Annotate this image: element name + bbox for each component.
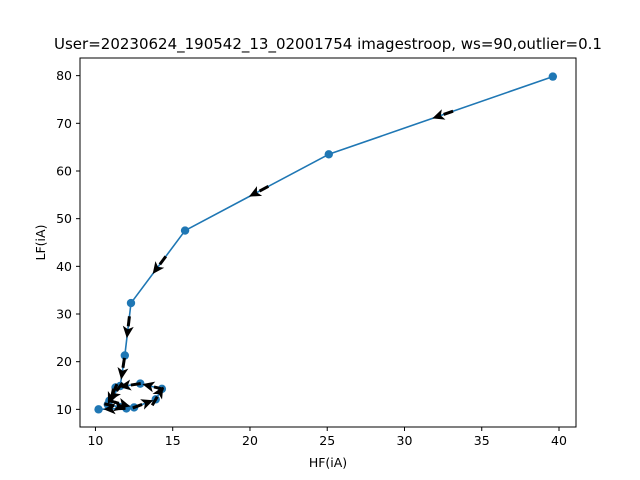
x-axis-label: HF(iA) bbox=[309, 455, 347, 470]
arrow-head bbox=[122, 325, 134, 339]
arrow-shaft bbox=[111, 383, 119, 394]
y-tick-label: 30 bbox=[56, 307, 72, 322]
y-tick-label: 40 bbox=[56, 259, 72, 274]
arrow-shaft bbox=[443, 109, 454, 116]
direction-arrows bbox=[103, 109, 454, 415]
data-point bbox=[126, 298, 136, 308]
x-tick-label: 30 bbox=[397, 433, 413, 448]
series-line bbox=[98, 75, 554, 411]
data-point bbox=[180, 226, 190, 235]
data-point bbox=[324, 150, 333, 159]
x-tick-label: 40 bbox=[551, 433, 567, 448]
arrow-shaft bbox=[121, 357, 126, 369]
arrow-head bbox=[432, 109, 446, 120]
y-tick-label: 10 bbox=[56, 402, 72, 417]
y-tick-label: 50 bbox=[56, 211, 72, 226]
chart-title: User=20230624_190542_13_02001754 imagest… bbox=[54, 35, 602, 54]
arrow-shaft bbox=[130, 382, 141, 387]
arrow-shaft bbox=[158, 255, 168, 266]
data-point bbox=[120, 351, 130, 360]
x-tick-label: 35 bbox=[474, 433, 490, 448]
x-tick-label: 25 bbox=[319, 433, 335, 448]
y-tick-label: 70 bbox=[56, 116, 72, 131]
series-lines bbox=[98, 75, 554, 411]
arrow-head bbox=[117, 366, 129, 380]
arrow-shaft bbox=[132, 403, 143, 410]
data-point bbox=[94, 405, 103, 414]
arrow-head bbox=[142, 381, 156, 393]
data-point bbox=[548, 72, 558, 81]
arrow-head bbox=[107, 391, 118, 405]
x-tick-label: 10 bbox=[87, 433, 103, 448]
y-axis-ticks: 10 20 30 40 50 60 70 80 bbox=[56, 68, 80, 417]
arrow-shaft bbox=[126, 316, 131, 327]
series-markers bbox=[94, 72, 558, 414]
x-tick-label: 15 bbox=[165, 433, 181, 448]
y-tick-label: 80 bbox=[56, 68, 72, 83]
arrow-head bbox=[119, 379, 132, 391]
arrow-head bbox=[103, 403, 116, 415]
arrow-head bbox=[152, 261, 165, 275]
arrow-shaft bbox=[150, 395, 159, 407]
y-axis-label: LF(iA) bbox=[33, 225, 48, 261]
x-axis-ticks: 10 15 20 25 30 35 40 bbox=[87, 427, 567, 448]
plot-area bbox=[79, 57, 577, 428]
y-tick-label: 60 bbox=[56, 163, 72, 178]
arrow-head bbox=[140, 399, 154, 410]
arrow-shaft bbox=[258, 185, 270, 193]
arrow-head bbox=[248, 186, 263, 197]
arrow-shaft bbox=[153, 385, 165, 391]
y-tick-label: 20 bbox=[56, 354, 72, 369]
x-tick-label: 20 bbox=[242, 433, 258, 448]
